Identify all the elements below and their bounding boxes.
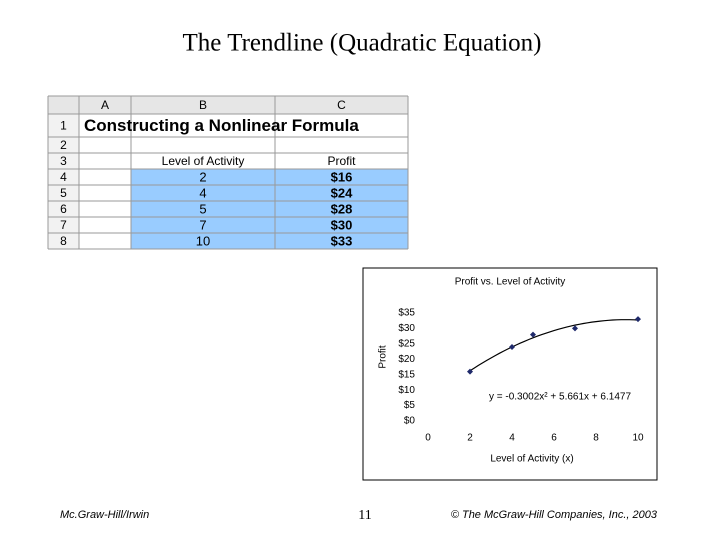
y-tick-label: $15 [398, 369, 415, 380]
sheet-cell: $33 [331, 233, 353, 248]
trendline [469, 319, 639, 372]
y-tick-label: $25 [398, 338, 415, 349]
x-tick-label: 6 [551, 433, 557, 444]
sheet-cell: $30 [331, 217, 353, 232]
page-number: 11 [358, 508, 371, 523]
y-tick-label: $30 [398, 323, 415, 334]
sheet-column-title: Level of Activity [162, 154, 245, 168]
sheet-row-number: 6 [60, 202, 67, 216]
data-point [572, 325, 578, 332]
sheet-cell: 10 [196, 233, 210, 248]
footer-left: Mc.Graw-Hill/Irwin [60, 509, 149, 521]
x-tick-label: 2 [467, 433, 473, 444]
chart-title: Profit vs. Level of Activity [455, 277, 566, 288]
y-tick-label: $35 [398, 308, 415, 319]
sheet-row-number: 7 [60, 218, 67, 232]
y-axis-label: Profit [378, 345, 389, 369]
footer-right: © The McGraw-Hill Companies, Inc., 2003 [451, 509, 658, 521]
sheet-cell: 4 [199, 185, 206, 200]
sheet-row-number: 4 [60, 170, 67, 184]
sheet-row-number: 3 [60, 154, 67, 168]
y-tick-label: $0 [404, 416, 416, 427]
sheet-cell: 2 [199, 169, 206, 184]
sheet-cell: 7 [199, 217, 206, 232]
trendline-equation: y = -0.3002x² + 5.661x + 6.1477 [489, 392, 631, 403]
y-tick-label: $5 [404, 400, 416, 411]
sheet-row-number: 8 [60, 234, 67, 248]
data-point [530, 331, 536, 338]
sheet-heading: Constructing a Nonlinear Formula [84, 116, 359, 135]
sheet-column-letter: B [199, 98, 207, 112]
sheet-row-number: 2 [60, 138, 67, 152]
sheet-cell: 5 [199, 201, 206, 216]
sheet-row-number: 1 [60, 119, 67, 133]
y-tick-label: $10 [398, 385, 415, 396]
y-tick-label: $20 [398, 354, 415, 365]
sheet-highlight [131, 169, 408, 249]
data-point [635, 316, 641, 323]
chart-frame [362, 267, 658, 481]
sheet-cell: $28 [331, 201, 353, 216]
x-axis-label: Level of Activity (x) [490, 454, 573, 465]
sheet-cell: $16 [331, 169, 353, 184]
sheet-column-letter: A [101, 98, 109, 112]
x-tick-label: 10 [632, 433, 644, 444]
sheet-column-header-bg [48, 96, 408, 114]
x-tick-label: 8 [593, 433, 599, 444]
sheet-cell: $24 [331, 185, 353, 200]
data-point [509, 343, 515, 350]
slide-title: The Trendline (Quadratic Equation) [183, 30, 542, 57]
sheet-row-number: 5 [60, 186, 67, 200]
x-tick-label: 4 [509, 433, 515, 444]
sheet-column-letter: C [337, 98, 346, 112]
sheet-column-title: Profit [327, 154, 356, 168]
x-tick-label: 0 [425, 433, 431, 444]
data-point [467, 368, 473, 375]
